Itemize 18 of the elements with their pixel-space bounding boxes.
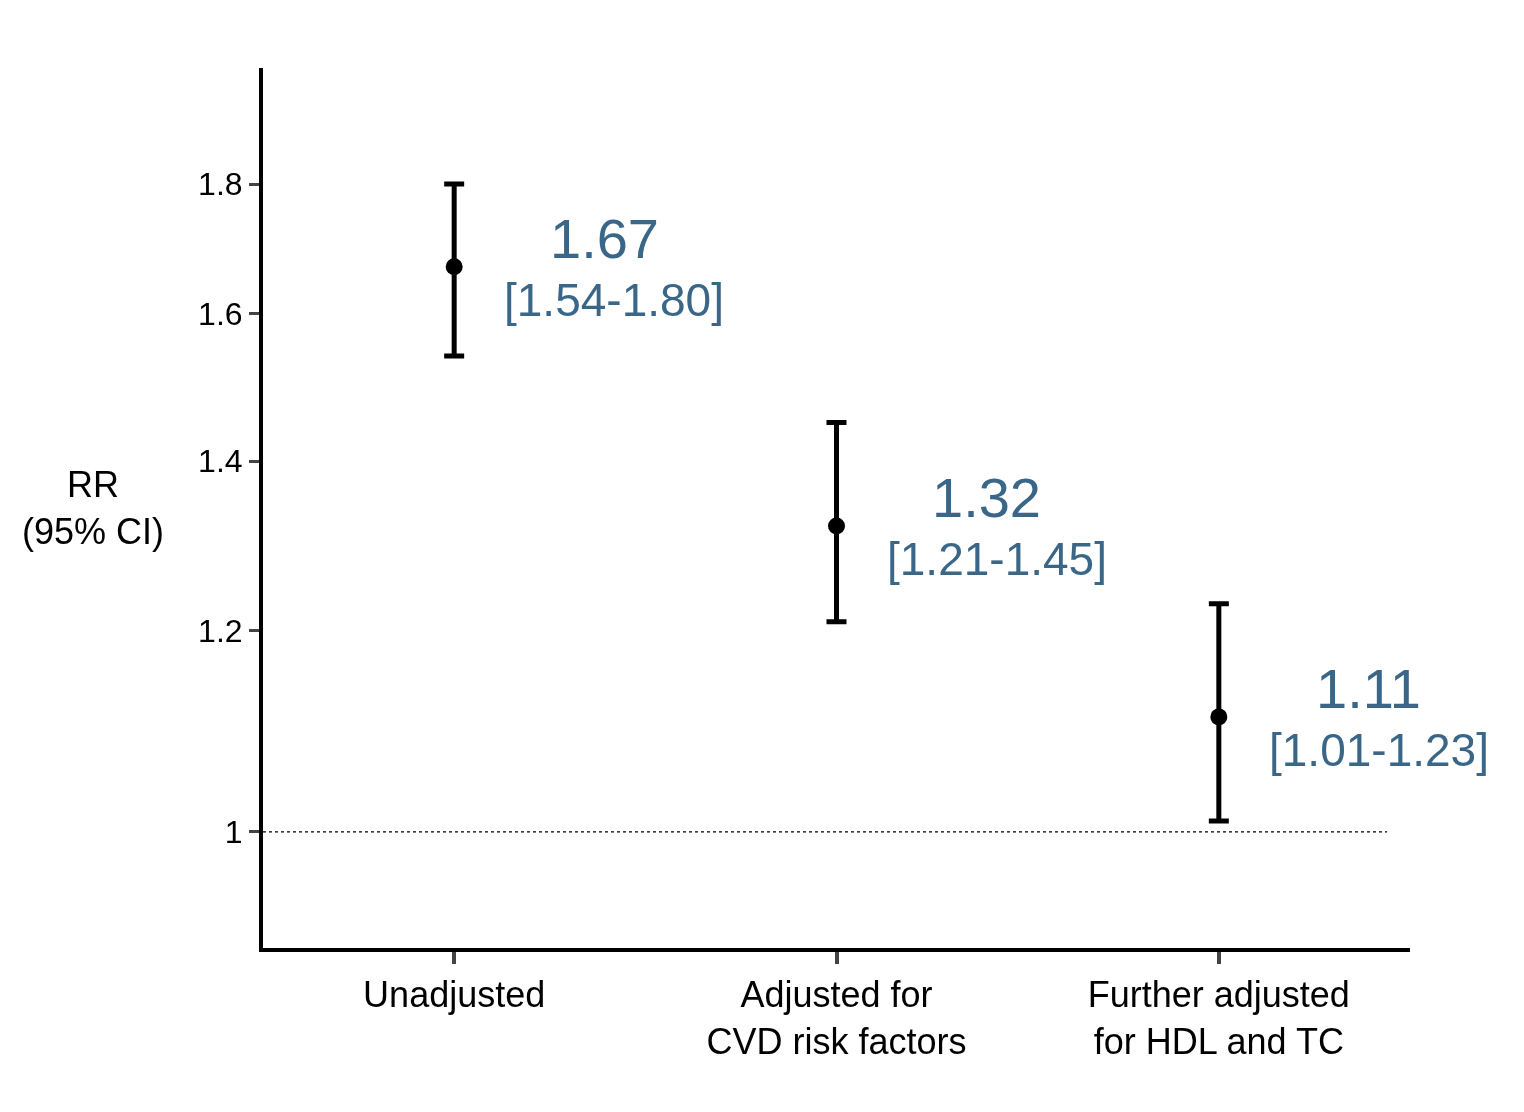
point [1210, 708, 1228, 726]
x-tick-label: Unadjusted [363, 974, 546, 1016]
point [828, 517, 845, 535]
annotation: [1.21-1.45] [887, 533, 1107, 585]
y-tick-label: 1.8 [198, 166, 243, 203]
annotation: [1.54-1.80] [504, 274, 724, 326]
x-tick-label: Adjusted for CVD risk factors [706, 974, 967, 1062]
y-tick-label: 1.4 [198, 443, 243, 480]
data-label: 1.11 [1316, 657, 1421, 720]
y-tick-label: 1 [224, 814, 243, 851]
y-axis-title: RR (95% CI) [22, 464, 165, 552]
y-tick-label: 1.6 [198, 296, 243, 333]
annotation: [1.01-1.23] [1269, 724, 1489, 776]
data-label: 1.32 [932, 466, 1041, 529]
y-tick-label: 1.2 [198, 613, 243, 650]
data-label: 1.67 [550, 207, 659, 270]
x-tick-label: Further adjusted for HDL and TC [1087, 974, 1350, 1062]
point [445, 258, 463, 276]
